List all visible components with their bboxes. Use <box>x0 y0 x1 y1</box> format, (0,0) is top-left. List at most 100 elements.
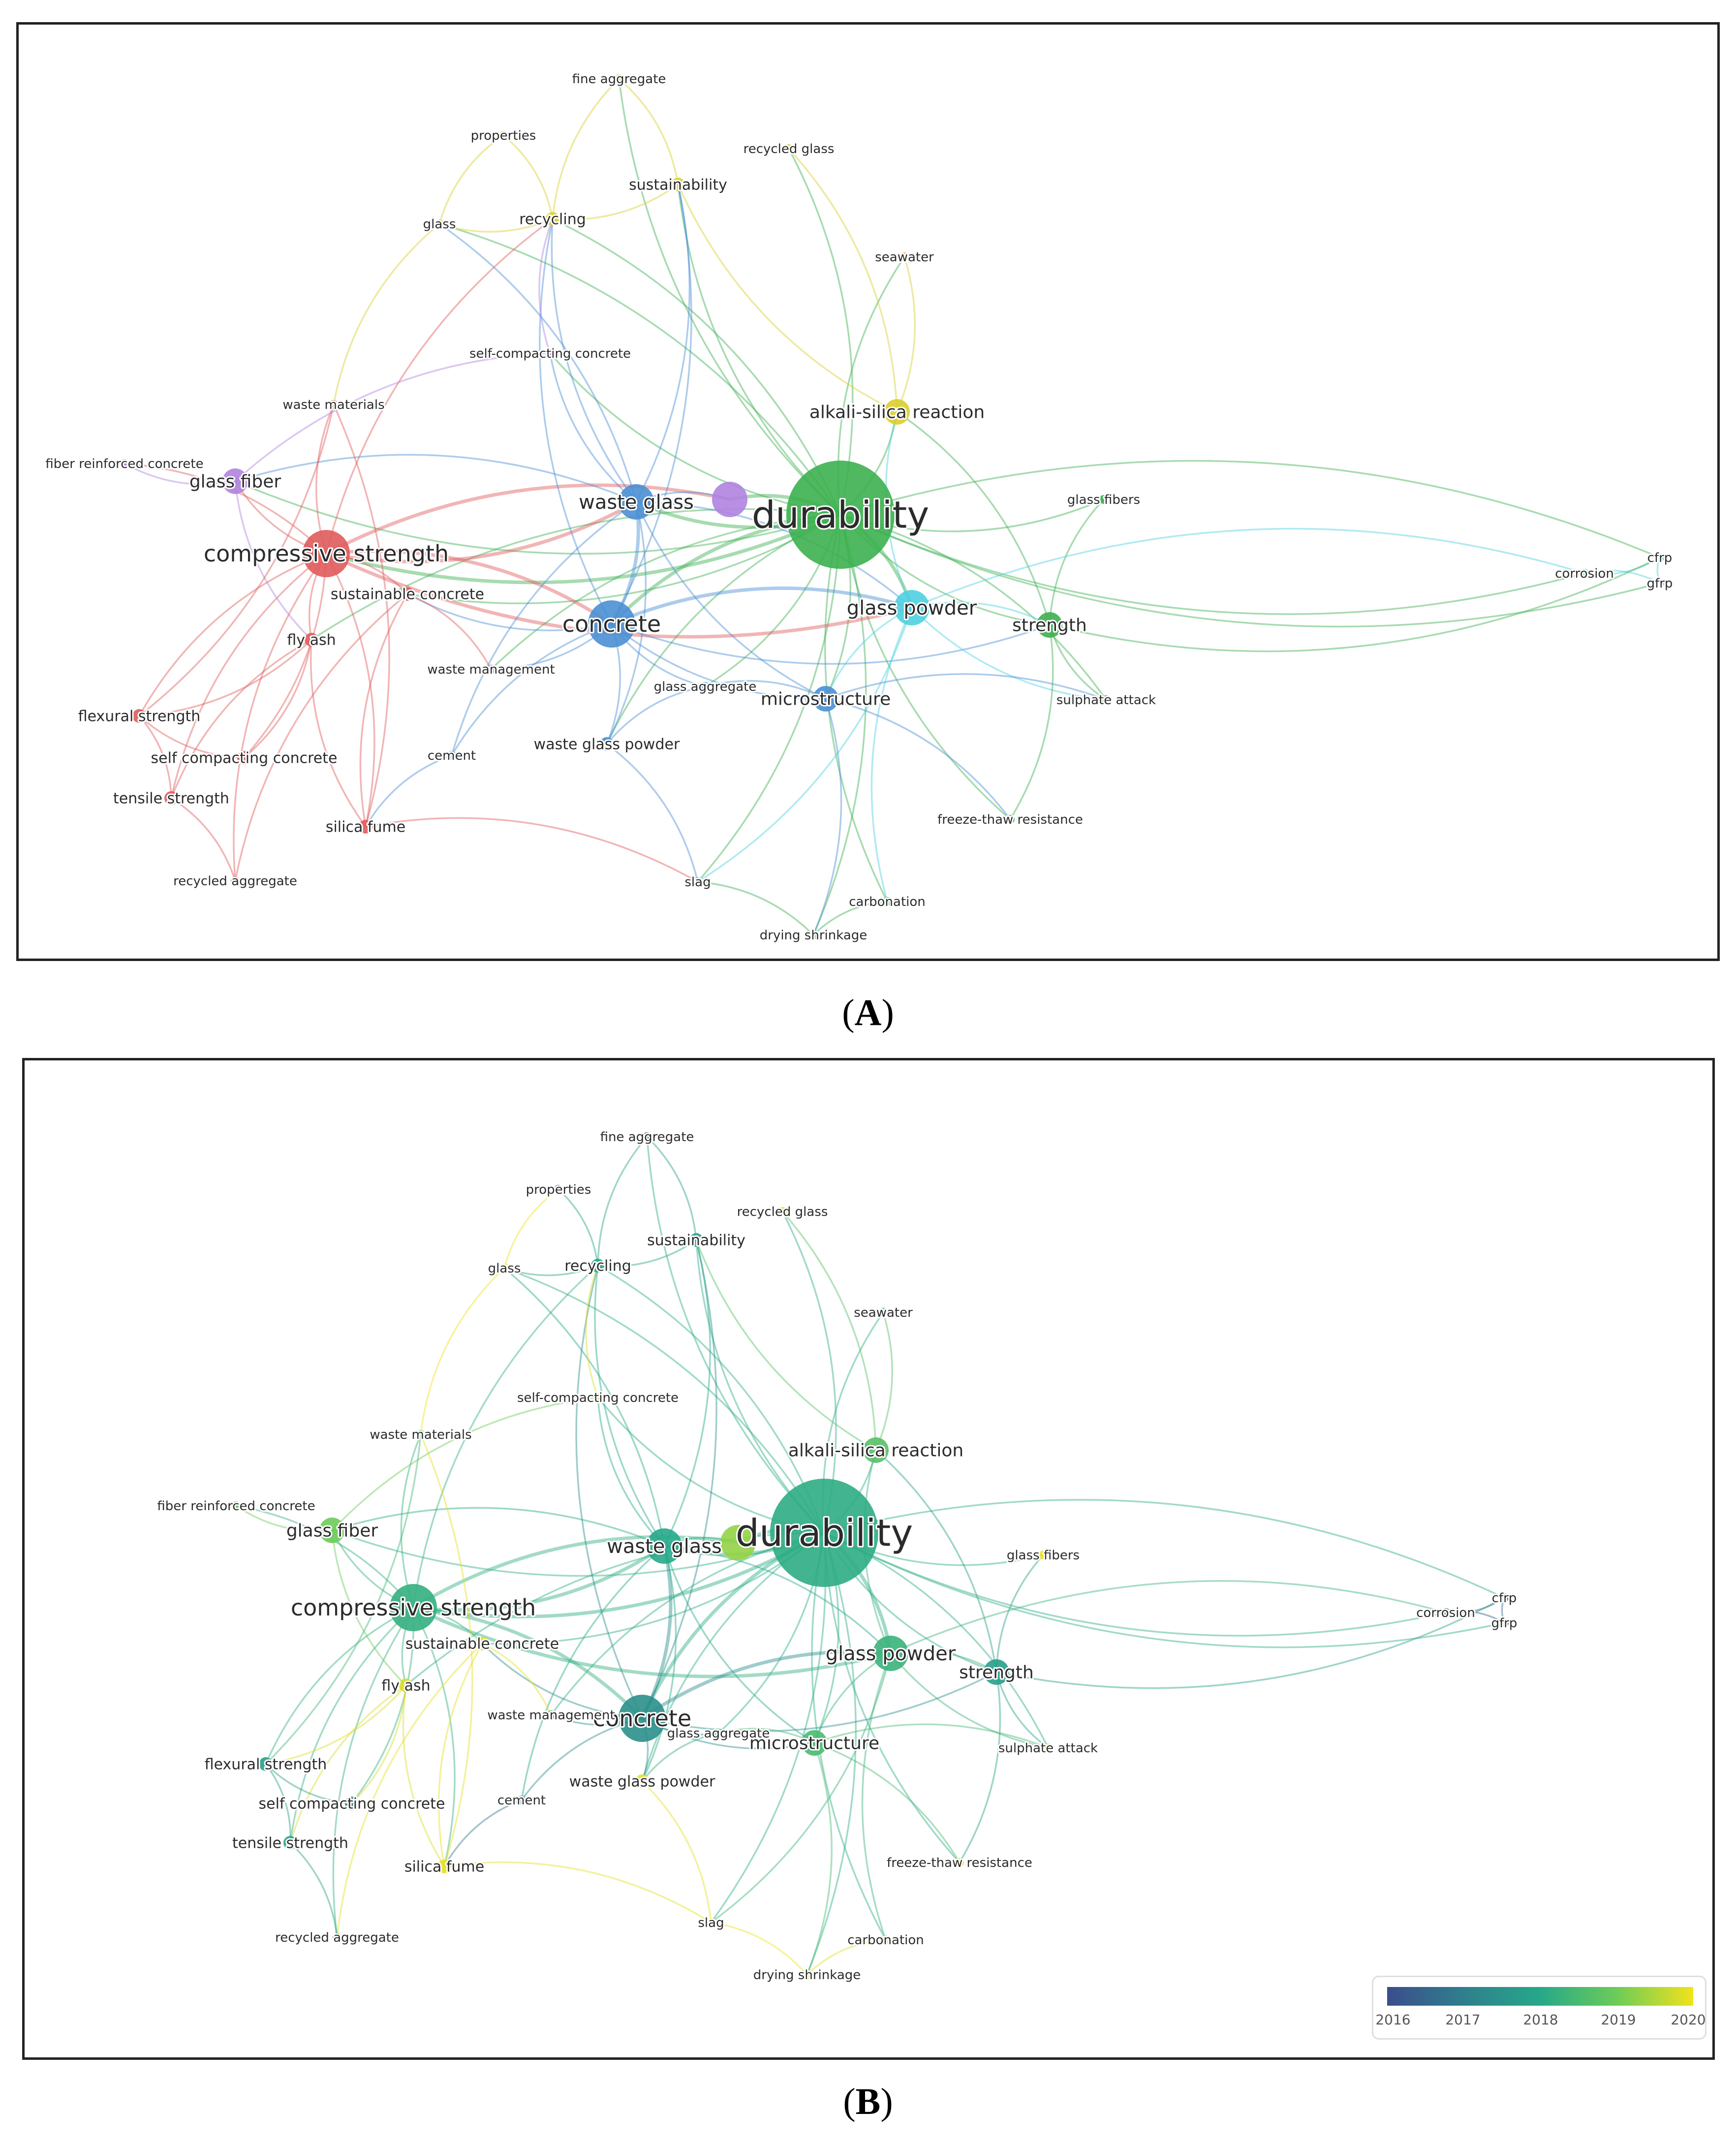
node-waste_management[interactable] <box>487 665 496 674</box>
link-strength-cfrp <box>1049 557 1660 652</box>
link-waste_glass_powder-slag <box>606 743 699 882</box>
panel-a-caption: (A) <box>842 992 894 1033</box>
node-unlabeled_purple[interactable] <box>712 482 747 517</box>
link-flexural_strength-self_compacting_concrete_r <box>138 715 245 759</box>
link-self_compacting_concrete_p-recycling <box>585 1265 599 1398</box>
node-drying_shrinkage[interactable] <box>803 1970 811 1979</box>
node-sulphate_attack[interactable] <box>1102 695 1111 704</box>
node-fiber_reinforced_concrete[interactable] <box>232 1501 241 1510</box>
link-recycling-glass <box>439 218 553 233</box>
node-carbonation[interactable] <box>883 897 892 906</box>
node-recycling[interactable] <box>591 1259 605 1272</box>
node-alkali_silica_reaction[interactable] <box>863 1437 889 1463</box>
node-cfrp[interactable] <box>1655 553 1664 562</box>
node-durability[interactable] <box>770 1479 878 1587</box>
link-compressive_strength-recycling <box>412 1265 599 1608</box>
node-alkali_silica_reaction[interactable] <box>884 399 910 425</box>
node-fine_aggregate[interactable] <box>615 74 623 83</box>
node-freeze_thaw_resistance[interactable] <box>955 1858 964 1867</box>
link-waste_glass-microstructure <box>635 501 826 700</box>
node-cement[interactable] <box>447 751 456 760</box>
node-slag[interactable] <box>707 1918 715 1927</box>
node-waste_materials[interactable] <box>416 1430 425 1439</box>
link-corrosion-cfrp <box>1584 557 1660 576</box>
node-glass_powder[interactable] <box>894 590 930 625</box>
node-compressive_strength[interactable] <box>303 530 350 577</box>
node-recycling[interactable] <box>546 212 559 226</box>
node-sustainability[interactable] <box>689 1233 703 1247</box>
node-glass[interactable] <box>435 219 444 228</box>
node-freeze_thaw_resistance[interactable] <box>1006 815 1015 824</box>
node-sustainability[interactable] <box>671 178 685 191</box>
node-waste_glass[interactable] <box>619 484 654 520</box>
link-slag-drying_shrinkage <box>697 881 814 936</box>
node-recycled_aggregate[interactable] <box>231 876 240 885</box>
node-glass_powder[interactable] <box>873 1636 908 1671</box>
node-recycled_aggregate[interactable] <box>333 1933 341 1942</box>
node-label-glass: glass <box>423 217 456 232</box>
node-self_compacting_concrete_r[interactable] <box>237 751 251 765</box>
link-waste_glass-glass_powder <box>664 1545 892 1654</box>
node-flexural_strength[interactable] <box>259 1757 273 1771</box>
node-strength[interactable] <box>1037 612 1062 638</box>
node-microstructure[interactable] <box>802 1730 827 1756</box>
node-glass[interactable] <box>500 1264 509 1272</box>
link-sustainable_concrete-waste_management <box>482 1643 552 1715</box>
node-silica_fume[interactable] <box>437 1860 451 1873</box>
node-fine_aggregate[interactable] <box>643 1132 651 1141</box>
node-microstructure[interactable] <box>813 686 838 712</box>
node-gfrp[interactable] <box>1500 1618 1509 1627</box>
node-slag[interactable] <box>693 877 702 886</box>
node-waste_materials[interactable] <box>329 400 338 409</box>
node-carbonation[interactable] <box>881 1935 890 1944</box>
node-cement[interactable] <box>517 1796 526 1804</box>
node-fly_ash[interactable] <box>399 1678 413 1692</box>
node-compressive_strength[interactable] <box>390 1584 437 1631</box>
node-sustainable_concrete[interactable] <box>475 1637 489 1650</box>
node-tensile_strength[interactable] <box>164 791 178 805</box>
node-durability[interactable] <box>786 461 895 569</box>
node-fiber_reinforced_concrete[interactable] <box>120 459 129 468</box>
node-glass_aggregate[interactable] <box>701 682 710 691</box>
node-silica_fume[interactable] <box>359 820 372 834</box>
node-properties[interactable] <box>499 131 508 140</box>
node-self_compacting_concrete_r[interactable] <box>345 1797 359 1810</box>
node-glass_fiber[interactable] <box>222 468 248 494</box>
node-waste_management[interactable] <box>547 1710 556 1719</box>
node-label-flexural_strength: flexural strength <box>205 1756 327 1773</box>
link-durability-recycling <box>552 218 841 515</box>
node-sustainable_concrete[interactable] <box>401 587 414 601</box>
node-seawater[interactable] <box>879 1308 888 1317</box>
node-gfrp[interactable] <box>1655 579 1664 588</box>
link-compressive_strength-flexural_strength <box>265 1607 414 1765</box>
link-strength-freeze_thaw_resistance <box>1009 624 1054 820</box>
node-fly_ash[interactable] <box>305 633 318 647</box>
node-corrosion[interactable] <box>1580 569 1589 578</box>
node-seawater[interactable] <box>900 252 909 261</box>
node-strength[interactable] <box>984 1659 1009 1685</box>
link-fly_ash-self_compacting_concrete_r <box>243 639 312 759</box>
node-tensile_strength[interactable] <box>283 1836 297 1850</box>
node-glass_fiber[interactable] <box>319 1518 345 1543</box>
link-glass_powder-strength <box>911 601 1050 626</box>
node-waste_glass_powder[interactable] <box>635 1774 649 1788</box>
node-recycled_glass[interactable] <box>778 1207 787 1216</box>
node-unlabeled_purple[interactable] <box>720 1525 756 1560</box>
node-corrosion[interactable] <box>1441 1608 1450 1617</box>
node-waste_glass_powder[interactable] <box>600 737 614 751</box>
node-concrete[interactable] <box>619 1695 666 1742</box>
node-self_compacting_concrete_p[interactable] <box>546 349 555 358</box>
node-flexural_strength[interactable] <box>132 709 146 723</box>
node-drying_shrinkage[interactable] <box>809 931 818 939</box>
node-properties[interactable] <box>554 1185 563 1194</box>
node-concrete[interactable] <box>588 600 635 648</box>
node-cfrp[interactable] <box>1500 1593 1509 1602</box>
node-glass_fibers[interactable] <box>1039 1551 1048 1559</box>
node-glass_aggregate[interactable] <box>714 1729 723 1738</box>
node-sulphate_attack[interactable] <box>1044 1743 1053 1752</box>
node-self_compacting_concrete_p[interactable] <box>593 1393 602 1402</box>
node-waste_glass[interactable] <box>647 1528 682 1564</box>
link-waste_glass_powder-slag <box>641 1780 712 1923</box>
node-recycled_glass[interactable] <box>784 144 793 153</box>
node-glass_fibers[interactable] <box>1099 495 1108 504</box>
